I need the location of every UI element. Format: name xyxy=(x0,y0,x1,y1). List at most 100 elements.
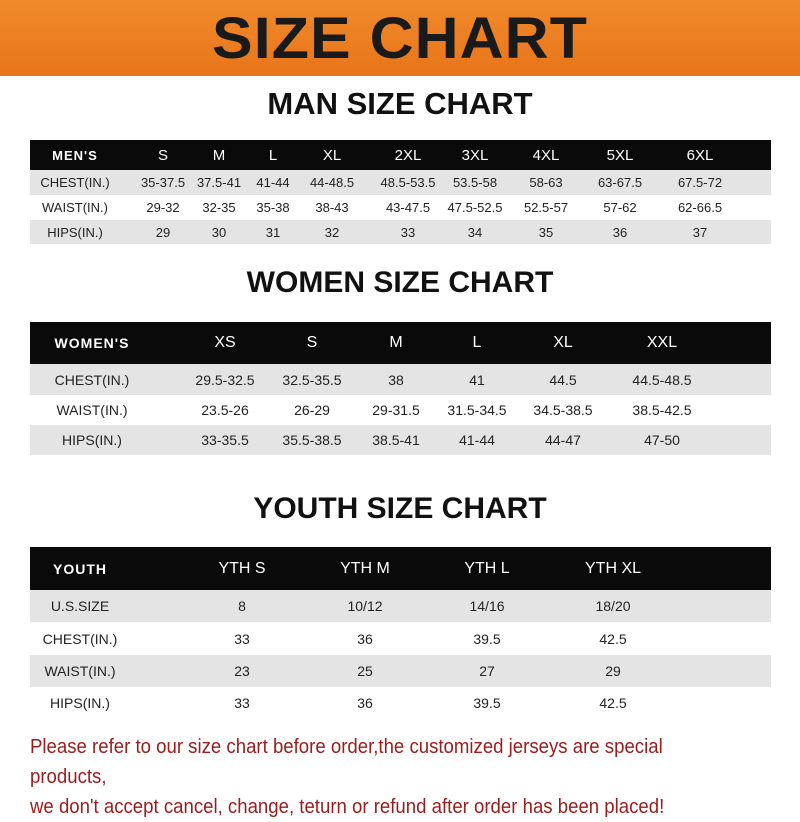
women-header-row: WOMEN'S XS S M L XL XXL xyxy=(30,322,771,364)
measurement-cell: 25 xyxy=(357,663,373,679)
measurement-cell: 41 xyxy=(469,371,485,388)
row-label: WAIST(IN.) xyxy=(44,663,116,679)
row-label: CHEST(IN.) xyxy=(42,630,118,647)
measurement-cell: 33-35.5 xyxy=(201,432,249,448)
notice-line-1: Please refer to our size chart before or… xyxy=(30,736,663,788)
men-title: MAN SIZE CHART xyxy=(267,86,533,121)
size-header: S xyxy=(157,146,169,164)
row-label: WAIST(IN.) xyxy=(42,200,108,215)
measurement-cell: 33 xyxy=(234,694,250,711)
measurement-cell: 37.5-41 xyxy=(196,175,242,190)
table-row: WAIST(IN.) 23.5-26 26-29 29-31.5 31.5-34.5 34… xyxy=(30,395,771,425)
table-row: WAIST(IN.) 23 25 27 29 xyxy=(30,655,771,687)
table-row: CHEST(IN.) 29.5-32.5 32.5-35.5 38 41 44.5 44.5… xyxy=(30,364,771,395)
measurement-cell: 29-31.5 xyxy=(372,402,420,418)
measurement-cell: 26-29 xyxy=(294,402,330,418)
measurement-cell: 42.5 xyxy=(599,630,627,647)
youth-title: YOUTH SIZE CHART xyxy=(253,492,547,525)
measurement-cell: 30 xyxy=(211,224,227,240)
measurement-cell: 23.5-26 xyxy=(201,402,249,418)
table-row: HIPS(IN.) 33 36 39.5 42.5 xyxy=(30,687,771,718)
table-title-cell: WOMEN'S xyxy=(54,335,130,351)
size-header: S xyxy=(306,334,318,351)
measurement-cell: 32.5-35.5 xyxy=(282,371,342,388)
table-row: CHEST(IN.) 33 36 39.5 42.5 xyxy=(30,622,771,655)
measurement-cell: 32 xyxy=(324,224,340,240)
row-label: CHEST(IN.) xyxy=(54,371,130,388)
measurement-cell: 31 xyxy=(265,224,281,240)
measurement-cell: 35-37.5 xyxy=(140,175,186,190)
measurement-cell: 38-43 xyxy=(315,200,349,215)
measurement-cell: 62-66.5 xyxy=(677,200,723,215)
size-header: M xyxy=(389,334,403,351)
measurement-cell: 36 xyxy=(357,694,373,711)
table-row: U.S.SIZE 8 10/12 14/16 18/20 xyxy=(30,590,771,622)
measurement-cell: 14/16 xyxy=(469,598,505,614)
measurement-cell: 36 xyxy=(612,224,628,240)
measurement-cell: 44.5 xyxy=(549,371,577,388)
row-label: HIPS(IN.) xyxy=(50,694,110,711)
measurement-cell: 37 xyxy=(692,224,708,240)
measurement-cell: 10/12 xyxy=(347,598,383,614)
measurement-cell: 58-63 xyxy=(529,175,563,190)
measurement-cell: 48.5-53.5 xyxy=(380,175,436,190)
measurement-cell: 35 xyxy=(538,224,554,240)
measurement-cell: 67.5-72 xyxy=(677,175,723,190)
size-header: XL xyxy=(322,146,342,164)
size-header: L xyxy=(268,146,278,164)
notice-line-2: we don't accept cancel, change, teturn o… xyxy=(30,796,665,818)
banner-title: SIZE CHART xyxy=(212,5,588,71)
measurement-cell: 23 xyxy=(234,663,250,679)
measurement-cell: 63-67.5 xyxy=(597,175,643,190)
table-row: HIPS(IN.) 29 30 31 32 33 34 35 36 37 xyxy=(30,220,771,244)
measurement-cell: 34 xyxy=(467,224,483,240)
table-title-cell: YOUTH xyxy=(53,560,107,577)
table-title-cell: MEN'S xyxy=(52,147,98,163)
size-header: 2XL xyxy=(394,146,422,164)
size-header: YTH XL xyxy=(584,559,642,577)
size-header: 5XL xyxy=(606,146,634,164)
measurement-cell: 39.5 xyxy=(473,694,501,711)
measurement-cell: 43-47.5 xyxy=(385,200,431,215)
measurement-cell: 42.5 xyxy=(599,694,627,711)
size-header: 3XL xyxy=(461,146,489,164)
measurement-cell: 41-44 xyxy=(459,432,495,448)
measurement-cell: 39.5 xyxy=(473,630,501,647)
measurement-cell: 27 xyxy=(479,663,495,679)
measurement-cell: 38.5-42.5 xyxy=(632,402,692,418)
measurement-cell: 29 xyxy=(605,663,621,679)
women-size-table: WOMEN'S XS S M L XL XXL CHEST(IN.) 29.5-32.5 32.5… xyxy=(30,322,771,455)
table-row: WAIST(IN.) 29-32 32-35 35-38 38-43 43-47.5 47.… xyxy=(30,195,771,220)
measurement-cell: 57-62 xyxy=(603,200,637,215)
row-label: HIPS(IN.) xyxy=(47,224,103,240)
table-row: CHEST(IN.) 35-37.5 37.5-41 41-44 44-48.5 48.5… xyxy=(30,170,771,195)
size-header: YTH S xyxy=(218,559,266,577)
measurement-cell: 32-35 xyxy=(202,200,236,215)
order-notice: Please refer to our size chart before or… xyxy=(30,732,728,822)
youth-header-row: YOUTH YTH S YTH M YTH L YTH XL xyxy=(30,547,771,590)
measurement-cell: 36 xyxy=(357,630,373,647)
row-label: CHEST(IN.) xyxy=(40,175,110,190)
men-header-row: MEN'S S M L XL 2XL 3XL 4XL 5XL 6XL xyxy=(30,140,771,170)
measurement-cell: 29.5-32.5 xyxy=(195,371,255,388)
measurement-cell: 52.5-57 xyxy=(523,200,569,215)
table-row: HIPS(IN.) 33-35.5 35.5-38.5 38.5-41 41-44 44-… xyxy=(30,425,771,455)
measurement-cell: 29-32 xyxy=(146,200,180,215)
women-title: WOMEN SIZE CHART xyxy=(246,266,554,299)
size-header: 4XL xyxy=(532,146,560,164)
measurement-cell: 33 xyxy=(400,224,416,240)
measurement-cell: 29 xyxy=(155,224,171,240)
measurement-cell: 38.5-41 xyxy=(372,432,420,448)
men-size-table: MEN'S S M L XL 2XL 3XL 4XL 5XL 6XL CHEST(IN.) 35-37… xyxy=(30,140,771,244)
measurement-cell: 44-47 xyxy=(545,432,581,448)
measurement-cell: 53.5-58 xyxy=(452,175,498,190)
size-header: YTH M xyxy=(340,559,390,577)
size-header: XS xyxy=(214,334,236,351)
size-header: M xyxy=(212,146,226,164)
measurement-cell: 35.5-38.5 xyxy=(282,432,342,448)
measurement-cell: 8 xyxy=(238,598,246,614)
measurement-cell: 44-48.5 xyxy=(309,175,355,190)
row-label: U.S.SIZE xyxy=(50,598,110,614)
size-header: L xyxy=(472,334,482,351)
row-label: HIPS(IN.) xyxy=(62,432,122,448)
